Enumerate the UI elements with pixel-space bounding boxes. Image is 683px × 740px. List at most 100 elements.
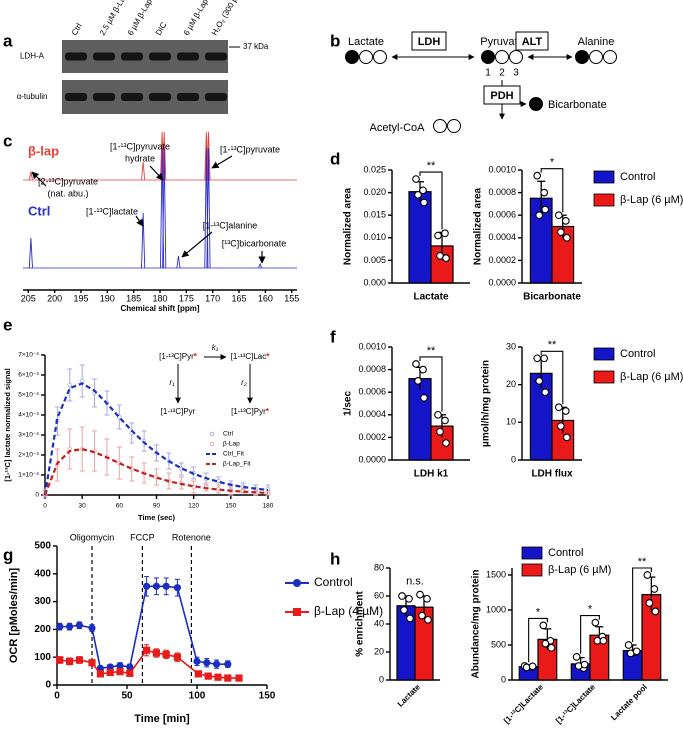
data-point (173, 653, 181, 661)
y-tick-label: 0.000 (363, 277, 386, 287)
data-point (541, 388, 550, 397)
x-tick-label: 50 (121, 691, 133, 702)
y-axis-label: Abundance/mg protein (471, 570, 482, 679)
y-tick-label: 300 (34, 596, 51, 607)
y-tick-label: 0.005 (363, 255, 386, 265)
significance-bracket (419, 171, 443, 230)
y-tick-label: 0.020 (363, 187, 386, 197)
data-point (540, 188, 549, 197)
legend-swatch (593, 193, 615, 207)
data-point (67, 382, 72, 388)
band (93, 93, 115, 101)
hyperpolarized-mark: * (194, 352, 198, 361)
x-axis-label: Chemical shift [ppm] (120, 304, 199, 313)
lane-label: Ctrl (70, 22, 84, 37)
data-point (213, 660, 221, 668)
event-label: Oligomycin (70, 532, 115, 542)
data-point (541, 205, 550, 214)
data-point (420, 394, 428, 402)
y-tick-label: 20 (374, 646, 384, 656)
legend-label: β-Lap (6 µM) (548, 564, 611, 576)
y-tick-label: 400 (34, 568, 51, 579)
significance-bracket (540, 350, 564, 405)
data-point (441, 229, 449, 238)
carbon (529, 97, 543, 111)
peak (176, 255, 181, 269)
y-tick-label: 0.015 (363, 210, 386, 220)
peak (206, 131, 211, 181)
x-tick-label: 180 (152, 293, 167, 303)
carbon (359, 50, 373, 64)
data-point (539, 621, 548, 630)
data-point (632, 647, 641, 656)
blot-membrane (62, 40, 228, 73)
y-tick-label: 0 (35, 492, 39, 499)
y-tick-label: 500 (491, 639, 506, 649)
significance-bracket (580, 615, 600, 654)
x-tick-label: 175 (179, 293, 194, 303)
significance: ** (427, 160, 436, 172)
significance: * (588, 604, 593, 616)
hyperpolarized-mark: * (266, 352, 270, 361)
x-tick-label: 165 (232, 293, 247, 303)
band (121, 93, 143, 101)
y-tick-label: 2×10⁻⁶ (18, 452, 39, 459)
data-point (423, 594, 431, 603)
panel-label: f (330, 327, 336, 346)
x-tick-label: 60 (116, 503, 124, 510)
band (65, 52, 87, 61)
data-point (535, 211, 544, 220)
data-point (412, 360, 420, 368)
annotation: [2-¹³C]pyruvate (38, 176, 98, 186)
data-point (235, 674, 243, 682)
enzyme: LDH (418, 36, 441, 48)
y-axis-label: [1-¹³C] lactate normalized signal (3, 368, 12, 481)
y-tick-label: 0.0000 (488, 277, 516, 287)
data-point (441, 416, 449, 425)
x-tick-label: Lactate (396, 682, 423, 709)
data-point (143, 582, 151, 590)
row-label: α-tubulin (17, 92, 48, 101)
y-axis-label: Normalized area (473, 187, 484, 265)
x-tick-label: 185 (126, 293, 141, 303)
y-tick-label: 500 (34, 541, 51, 552)
legend-symbol (209, 441, 215, 447)
scheme-node-label: [1-¹³C]Pyr (159, 352, 194, 361)
y-tick-label: 100 (34, 652, 51, 663)
data-point (193, 657, 201, 665)
y-axis-label: 1/sec (343, 391, 354, 416)
y-tick-label: 0.0008 (488, 187, 516, 197)
series-line (43, 382, 269, 496)
significance-bracket (540, 168, 564, 213)
x-tick-label: [1-¹³C]Lactate (554, 682, 597, 725)
panel-label: b (330, 31, 340, 50)
annotation: [1-¹³C]lactate (86, 206, 138, 216)
rate-label: r₂ (241, 378, 247, 387)
data-point (535, 377, 544, 385)
series-line (59, 585, 228, 670)
carbon (495, 50, 509, 64)
peak (141, 161, 146, 181)
y-tick-label: 0.0000 (358, 454, 386, 464)
data-point (96, 664, 104, 672)
y-tick-label: 4×10⁻⁶ (18, 412, 39, 419)
data-point (414, 377, 422, 385)
legend-label: β-Lap_Fit (223, 461, 251, 468)
x-tick-label: 0 (54, 691, 60, 702)
data-point (143, 646, 151, 654)
data-point (162, 582, 170, 590)
y-axis-label: µmol/h/mg protein (481, 360, 492, 447)
legend-swatch (521, 546, 543, 560)
peak (28, 171, 33, 181)
data-point (651, 607, 660, 616)
x-tick-label: [1-¹²C]Lactate (502, 682, 545, 725)
legend-symbol (293, 579, 301, 587)
lane-label: DIC (154, 20, 169, 37)
y-tick-label: 30 (506, 341, 516, 351)
y-tick-label: 0.0002 (358, 432, 386, 442)
data-point (406, 614, 414, 623)
y-tick-label: 3×10⁻⁶ (18, 432, 39, 439)
data-point (162, 650, 170, 659)
carbon (589, 50, 603, 64)
data-point (152, 649, 160, 657)
